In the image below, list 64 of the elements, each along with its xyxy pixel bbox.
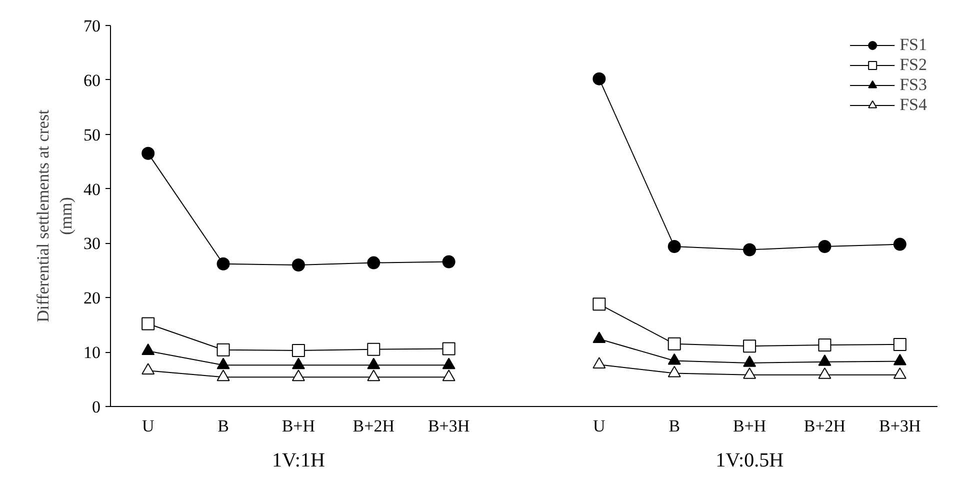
y-tick-label: 60 <box>84 70 100 90</box>
point <box>292 258 305 272</box>
x-tick-label: U <box>142 416 154 436</box>
text: 1V:1H <box>272 450 325 472</box>
point <box>818 338 832 352</box>
y-tick-label: 10 <box>84 343 100 362</box>
legend-label: FS2 <box>900 55 927 75</box>
point <box>367 256 380 270</box>
x-tick-label: B+3H <box>428 416 470 436</box>
y-tick-label: 70 <box>84 16 100 36</box>
point <box>818 240 832 253</box>
point <box>743 340 756 353</box>
point <box>367 370 380 382</box>
point <box>592 332 606 343</box>
y-tick-label: 50 <box>84 125 100 144</box>
point <box>216 257 230 270</box>
point <box>142 363 155 375</box>
point <box>442 342 456 356</box>
point <box>216 358 230 370</box>
y-tick-label: 0 <box>92 398 100 416</box>
y-tick-label: 40 <box>84 180 100 199</box>
point <box>668 337 681 350</box>
point <box>142 146 155 160</box>
point <box>442 358 456 370</box>
text: 1V:0.5H <box>716 450 784 472</box>
point <box>367 342 380 356</box>
point <box>743 243 756 256</box>
x-tick-label: B+2H <box>352 416 394 436</box>
point <box>743 368 756 379</box>
x-tick-label: B+3H <box>879 416 921 436</box>
legend-label: FS1 <box>900 35 927 55</box>
point <box>292 370 305 382</box>
point <box>292 358 305 370</box>
legend-label: FS3 <box>900 75 927 95</box>
point <box>818 368 832 379</box>
x-tick-label: U <box>593 416 606 436</box>
x-tick-label: B <box>218 416 229 436</box>
x-tick-label: B+H <box>732 416 766 436</box>
point <box>893 338 906 351</box>
point <box>442 370 456 382</box>
point <box>893 238 906 251</box>
y-tick-label: 20 <box>84 288 100 308</box>
x-tick-label: B <box>668 416 680 436</box>
legend-label: FS4 <box>900 95 927 115</box>
point <box>216 343 230 356</box>
point <box>668 353 681 365</box>
point <box>893 354 906 366</box>
point <box>142 317 155 330</box>
point <box>592 298 606 311</box>
y-tick-label: 30 <box>84 234 100 254</box>
point <box>216 370 230 382</box>
point <box>367 358 380 370</box>
point <box>442 255 456 268</box>
point <box>893 368 906 379</box>
point <box>292 344 305 357</box>
y-axis-title: Differential settlements at crest (mm) <box>34 109 76 322</box>
point <box>668 366 681 378</box>
point <box>592 357 606 369</box>
point <box>668 240 681 253</box>
point <box>743 356 756 367</box>
x-tick-label: B+H <box>282 416 316 436</box>
x-tick-label: B+2H <box>804 416 846 436</box>
point <box>818 354 832 366</box>
point <box>142 344 155 355</box>
